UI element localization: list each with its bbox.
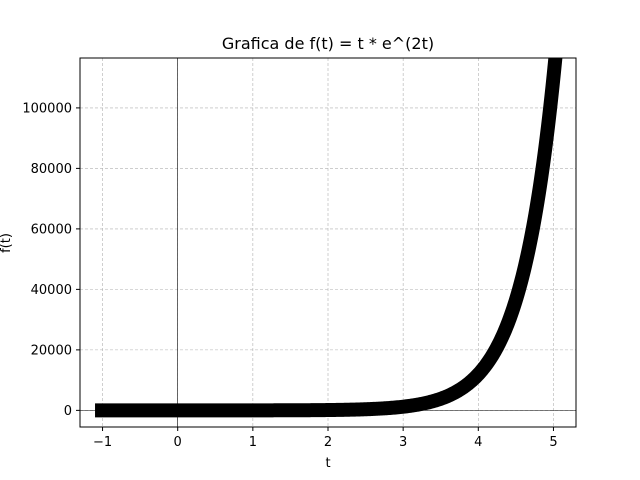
- y-tick-label: 0: [64, 404, 72, 419]
- y-axis-ticks: 0 20000 40000 60000 80000 100000: [22, 101, 80, 419]
- x-tick-label: 5: [549, 435, 557, 450]
- x-tick-label: 3: [399, 435, 407, 450]
- x-axis-ticks: −1 0 1 2 3 4 5: [93, 427, 558, 450]
- y-tick-label: 20000: [31, 343, 72, 358]
- x-tick-label: 0: [174, 435, 182, 450]
- x-axis-label: t: [325, 456, 330, 471]
- x-tick-label: 2: [324, 435, 332, 450]
- x-tick-label: −1: [93, 435, 112, 450]
- y-tick-label: 60000: [31, 222, 72, 237]
- series-line: [89, 58, 563, 418]
- y-tick-label: 40000: [31, 283, 72, 298]
- y-tick-label: 100000: [22, 101, 72, 116]
- x-tick-label: 4: [474, 435, 482, 450]
- y-axis-label: f(t): [0, 233, 14, 253]
- x-tick-label: 1: [249, 435, 257, 450]
- grid: [80, 58, 576, 427]
- chart-title: Grafica de f(t) = t * e^(2t): [222, 34, 434, 53]
- y-tick-label: 80000: [31, 162, 72, 177]
